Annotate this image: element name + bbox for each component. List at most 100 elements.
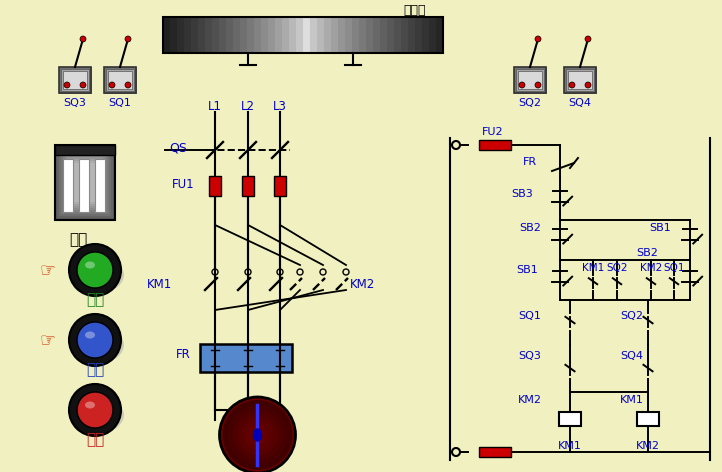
- Bar: [401, 17, 408, 53]
- Circle shape: [69, 314, 121, 366]
- Bar: [380, 17, 387, 53]
- Circle shape: [64, 82, 70, 88]
- Bar: [163, 17, 170, 53]
- Circle shape: [219, 397, 295, 472]
- Circle shape: [69, 244, 121, 296]
- Ellipse shape: [85, 331, 95, 338]
- Bar: [242, 176, 254, 196]
- Bar: [359, 17, 366, 53]
- Bar: [637, 412, 659, 426]
- Text: KM1: KM1: [582, 263, 604, 273]
- Bar: [212, 17, 219, 53]
- Bar: [79, 159, 89, 212]
- Circle shape: [80, 36, 86, 42]
- Bar: [296, 17, 303, 53]
- Bar: [254, 17, 261, 53]
- Bar: [289, 17, 296, 53]
- Bar: [104, 67, 136, 93]
- Text: L3: L3: [273, 100, 287, 112]
- Text: SB2: SB2: [636, 248, 658, 258]
- Bar: [516, 69, 544, 91]
- Bar: [67, 157, 103, 208]
- Circle shape: [227, 405, 287, 465]
- Bar: [408, 17, 415, 53]
- Text: KM1: KM1: [558, 441, 582, 451]
- Bar: [63, 71, 87, 89]
- Text: FU1: FU1: [172, 177, 194, 191]
- Bar: [415, 17, 422, 53]
- Bar: [63, 159, 73, 212]
- Text: 停止: 停止: [86, 432, 104, 447]
- Bar: [226, 17, 233, 53]
- Text: KM1: KM1: [147, 278, 173, 292]
- Bar: [303, 17, 310, 53]
- Circle shape: [222, 400, 292, 470]
- Text: SB2: SB2: [519, 223, 541, 233]
- Bar: [106, 69, 134, 91]
- Circle shape: [77, 252, 113, 288]
- Text: SQ4: SQ4: [620, 351, 643, 361]
- Bar: [568, 71, 592, 89]
- Text: 正转: 正转: [86, 293, 104, 307]
- Text: FR: FR: [523, 157, 537, 167]
- Bar: [163, 17, 443, 53]
- Bar: [73, 163, 97, 202]
- Bar: [240, 17, 247, 53]
- Bar: [422, 17, 429, 53]
- Circle shape: [535, 82, 541, 88]
- Bar: [324, 17, 331, 53]
- Text: FR: FR: [175, 348, 191, 362]
- Text: ☞: ☞: [40, 331, 56, 349]
- Bar: [373, 17, 380, 53]
- Circle shape: [109, 82, 115, 88]
- Bar: [59, 67, 91, 93]
- Text: L1: L1: [208, 100, 222, 112]
- Bar: [479, 447, 511, 457]
- Bar: [564, 67, 596, 93]
- Bar: [184, 17, 191, 53]
- Bar: [63, 153, 107, 212]
- Bar: [247, 17, 254, 53]
- Bar: [387, 17, 394, 53]
- Bar: [514, 67, 546, 93]
- Bar: [61, 69, 89, 91]
- Text: SQ3: SQ3: [64, 98, 87, 108]
- Bar: [436, 17, 443, 53]
- Circle shape: [238, 415, 277, 455]
- Circle shape: [248, 425, 267, 445]
- Bar: [108, 71, 132, 89]
- Ellipse shape: [253, 429, 261, 441]
- Text: KM2: KM2: [350, 278, 375, 292]
- Circle shape: [585, 36, 591, 42]
- Text: SQ2: SQ2: [606, 263, 627, 273]
- Bar: [366, 17, 373, 53]
- Ellipse shape: [72, 257, 124, 293]
- Bar: [514, 67, 546, 93]
- Bar: [191, 17, 198, 53]
- Bar: [65, 155, 105, 210]
- Bar: [69, 159, 101, 206]
- Circle shape: [125, 82, 131, 88]
- Bar: [479, 140, 511, 150]
- Text: SB1: SB1: [649, 223, 671, 233]
- Bar: [331, 17, 338, 53]
- Bar: [95, 159, 105, 212]
- Circle shape: [519, 82, 525, 88]
- Bar: [566, 69, 594, 91]
- Bar: [268, 17, 275, 53]
- Bar: [104, 67, 136, 93]
- Text: FU2: FU2: [482, 127, 504, 137]
- Bar: [261, 17, 268, 53]
- Circle shape: [125, 36, 131, 42]
- Bar: [345, 17, 352, 53]
- Bar: [61, 151, 109, 214]
- Bar: [198, 17, 205, 53]
- Ellipse shape: [72, 397, 124, 433]
- Bar: [177, 17, 184, 53]
- Circle shape: [77, 392, 113, 428]
- Circle shape: [569, 82, 575, 88]
- Text: SQ2: SQ2: [518, 98, 542, 108]
- Bar: [55, 145, 115, 220]
- Bar: [275, 17, 282, 53]
- Text: SQ3: SQ3: [518, 351, 542, 361]
